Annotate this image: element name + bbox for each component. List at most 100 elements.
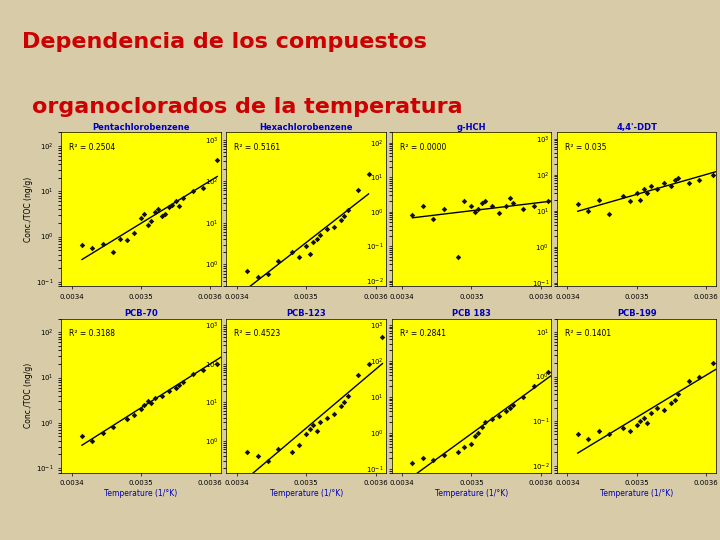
Point	[645, 409, 657, 417]
Point	[638, 185, 649, 193]
Point	[174, 380, 185, 389]
Point	[428, 456, 439, 464]
Point	[669, 176, 680, 185]
Point	[669, 395, 680, 404]
Point	[149, 207, 161, 216]
X-axis label: Temperature (1/°K): Temperature (1/°K)	[269, 489, 343, 498]
Point	[504, 194, 516, 202]
Point	[163, 387, 174, 395]
Point	[300, 241, 312, 250]
Point	[659, 178, 670, 187]
Point	[307, 421, 319, 430]
Point	[142, 221, 153, 230]
Point	[603, 210, 615, 219]
Point	[487, 201, 498, 210]
Point	[493, 411, 505, 420]
Point	[107, 248, 119, 256]
Point	[480, 418, 491, 427]
Point	[624, 197, 636, 206]
Point	[307, 238, 319, 246]
Point	[273, 257, 284, 266]
Point	[438, 450, 449, 459]
Point	[642, 419, 653, 428]
Text: organoclorados de la temperatura: organoclorados de la temperatura	[32, 97, 463, 117]
Point	[542, 368, 554, 376]
Point	[328, 409, 340, 418]
Point	[76, 432, 88, 441]
Point	[273, 445, 284, 454]
Point	[472, 429, 484, 437]
Point	[652, 403, 663, 412]
Point	[315, 231, 326, 240]
Point	[407, 211, 418, 219]
Point	[665, 399, 677, 408]
Point	[287, 248, 298, 256]
Point	[335, 402, 346, 410]
Point	[121, 415, 132, 423]
Text: R² = 0.035: R² = 0.035	[565, 143, 606, 152]
Point	[634, 417, 646, 426]
Point	[428, 215, 439, 224]
Point	[294, 253, 305, 261]
Point	[714, 167, 720, 176]
Point	[311, 427, 323, 435]
Point	[197, 365, 209, 374]
Point	[451, 252, 463, 261]
Point	[504, 403, 516, 412]
Text: R² = 0.5161: R² = 0.5161	[235, 143, 281, 152]
Point	[142, 397, 153, 406]
Point	[135, 214, 147, 223]
Y-axis label: Conc./TOC (ng/g): Conc./TOC (ng/g)	[24, 177, 33, 242]
Point	[693, 176, 705, 185]
Point	[500, 407, 512, 416]
Point	[617, 192, 629, 201]
Point	[262, 269, 274, 278]
Point	[212, 360, 223, 368]
Point	[438, 205, 449, 213]
Point	[634, 195, 646, 204]
Point	[582, 435, 594, 443]
Point	[593, 427, 604, 435]
Point	[128, 228, 140, 237]
Point	[170, 383, 181, 392]
Point	[315, 418, 326, 427]
Point	[153, 205, 164, 213]
Point	[352, 186, 364, 195]
Point	[163, 202, 174, 211]
Point	[363, 360, 374, 368]
Point	[107, 423, 119, 431]
Point	[659, 406, 670, 414]
Point	[149, 394, 161, 402]
Point	[377, 333, 388, 341]
Point	[241, 448, 253, 457]
Point	[672, 174, 684, 183]
Point	[528, 382, 539, 390]
Point	[617, 424, 629, 433]
Point	[294, 440, 305, 449]
Point	[300, 430, 312, 438]
Text: R² = 0.2504: R² = 0.2504	[69, 143, 115, 152]
Text: R² = 0.1401: R² = 0.1401	[565, 329, 611, 339]
Point	[466, 201, 477, 210]
Point	[311, 235, 323, 244]
Point	[262, 457, 274, 465]
Point	[480, 197, 491, 206]
X-axis label: Temperature (1/°K): Temperature (1/°K)	[104, 489, 178, 498]
Point	[417, 201, 428, 210]
Point	[128, 410, 140, 419]
Point	[572, 430, 583, 439]
Title: PCB-199: PCB-199	[617, 309, 657, 318]
Title: PCB 183: PCB 183	[452, 309, 491, 318]
Point	[363, 170, 374, 178]
Y-axis label: Conc./TOC (ng/g): Conc./TOC (ng/g)	[24, 363, 33, 428]
Point	[76, 241, 88, 249]
Point	[469, 207, 481, 216]
Point	[508, 401, 519, 409]
Text: R² = 0.2841: R² = 0.2841	[400, 329, 446, 339]
Point	[166, 200, 178, 209]
Point	[407, 458, 418, 467]
Point	[472, 205, 484, 213]
Point	[665, 181, 677, 190]
Title: PCB-123: PCB-123	[287, 309, 326, 318]
Text: R² = 0.0000: R² = 0.0000	[400, 143, 446, 152]
